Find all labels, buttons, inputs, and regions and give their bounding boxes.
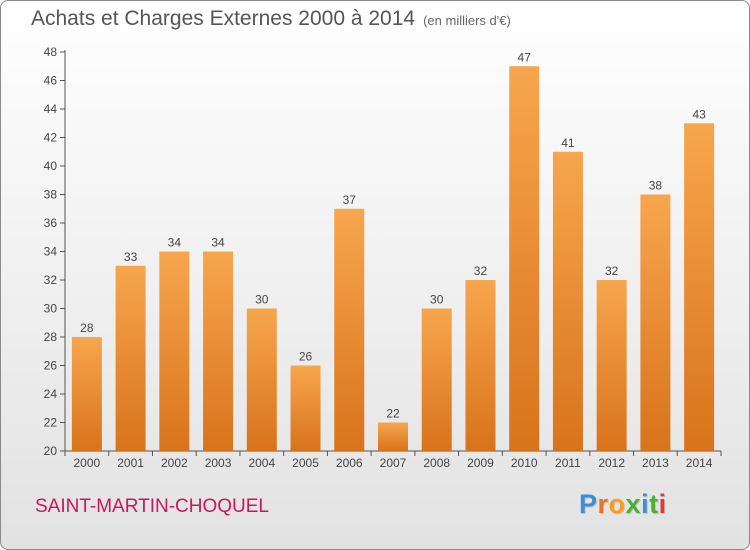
logo-letter: t	[649, 489, 659, 519]
chart-title: Achats et Charges Externes 2000 à 2014	[31, 7, 416, 30]
data-label-2002: 34	[168, 236, 182, 250]
chart-subtitle: (en milliers d'€)	[423, 13, 511, 28]
y-axis: 20 22 24 26 28 30 32 34 36 38 40 42 44 46 48	[44, 45, 66, 458]
logo-letter: i	[641, 489, 650, 519]
y-tick-label: 34	[44, 245, 58, 259]
data-label-2013: 38	[649, 179, 663, 193]
x-tick-label-2012: 2012	[598, 456, 625, 470]
bar-2012	[596, 280, 627, 451]
data-label-2007: 22	[386, 407, 400, 421]
y-tick-label: 32	[44, 273, 58, 287]
y-tick-label: 20	[44, 444, 58, 458]
y-tick-label: 48	[44, 45, 58, 59]
location-name: SAINT-MARTIN-CHOQUEL	[35, 496, 270, 517]
bar-2010	[509, 66, 540, 451]
x-tick-label-2006: 2006	[336, 456, 363, 470]
x-tick-label-2013: 2013	[642, 456, 669, 470]
logo-letter: x	[625, 489, 642, 519]
bar-2008	[421, 308, 452, 451]
y-tick-label: 26	[44, 359, 58, 373]
y-tick-label: 30	[44, 302, 58, 316]
x-tick-label-2011: 2011	[555, 456, 581, 470]
y-tick-label: 28	[44, 330, 58, 344]
x-tick-label-2014: 2014	[686, 456, 713, 470]
y-tick-label: 44	[44, 102, 58, 116]
bars: 28 33 34 34 30 26 37 22 30 32 47 41 32 38 43	[71, 50, 715, 451]
x-tick-label-2007: 2007	[380, 456, 407, 470]
bar-2011	[552, 151, 583, 451]
bar-2001	[115, 265, 146, 451]
y-tick-label: 46	[44, 74, 58, 88]
data-label-2001: 33	[124, 250, 138, 264]
data-label-2006: 37	[343, 193, 357, 207]
logo-letter: i	[658, 489, 667, 519]
data-label-2010: 47	[518, 50, 532, 64]
data-label-2004: 30	[255, 293, 269, 307]
bar-2007	[378, 422, 408, 451]
y-tick-label: 24	[44, 387, 58, 401]
y-tick-label: 40	[44, 159, 58, 173]
logo-letter: o	[608, 489, 626, 519]
x-tick-label-2001: 2001	[117, 456, 144, 470]
data-label-2003: 34	[211, 236, 225, 250]
data-label-2014: 43	[692, 107, 706, 121]
bar-2009	[465, 280, 496, 451]
x-axis: 2000 2001 2002 2003 2004 2005 2006 2007 2008 2009…	[64, 450, 722, 470]
data-label-2009: 32	[474, 264, 488, 278]
x-tick-label-2009: 2009	[467, 456, 494, 470]
x-tick-label-2003: 2003	[205, 456, 232, 470]
chart-title-block: Achats et Charges Externes 2000 à 2014 (e…	[31, 7, 511, 31]
x-tick-label-2000: 2000	[74, 456, 101, 470]
data-label-2012: 32	[605, 264, 619, 278]
bar-2002	[159, 251, 190, 451]
x-tick-label-2004: 2004	[248, 456, 275, 470]
bar-2005	[290, 365, 321, 451]
logo-letter: r	[597, 489, 609, 519]
y-tick-label: 38	[44, 188, 58, 202]
logo-letter: P	[579, 489, 598, 519]
x-tick-label-2008: 2008	[423, 456, 450, 470]
y-tick-label: 36	[44, 216, 58, 230]
bar-2014	[684, 123, 715, 451]
y-tick-label: 42	[44, 131, 58, 145]
data-label-2005: 26	[299, 350, 313, 364]
y-tick-label: 22	[44, 416, 58, 430]
proxiti-logo: Proxiti	[579, 489, 667, 520]
bar-2004	[246, 308, 277, 451]
bar-2013	[640, 194, 671, 451]
data-label-2000: 28	[80, 321, 94, 335]
data-label-2011: 41	[561, 136, 575, 150]
bar-2006	[334, 208, 365, 451]
data-label-2008: 30	[430, 293, 444, 307]
bar-2000	[71, 337, 102, 451]
x-tick-label-2002: 2002	[161, 456, 188, 470]
x-tick-label-2005: 2005	[292, 456, 319, 470]
bar-2003	[203, 251, 234, 451]
x-tick-label-2010: 2010	[511, 456, 538, 470]
